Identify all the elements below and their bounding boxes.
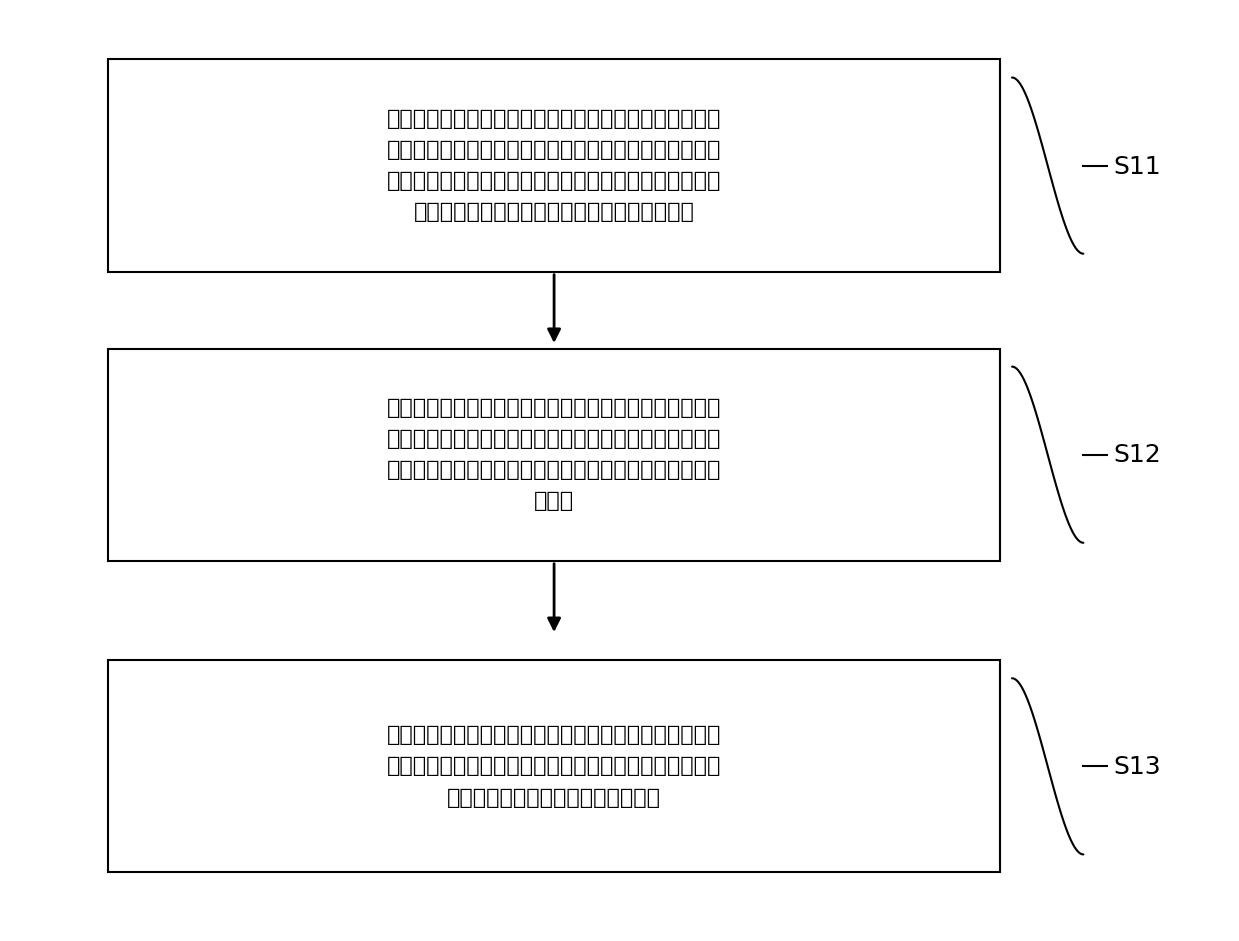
- Text: 配合设置在桥梁上的标定板对距离桥梁设定距离的第一摄
像机和第二摄像进行标定，根据标定信息获取所述第一摄
像机与第二摄像机之间的相对位姿关系，并确定标定板上
的中: 配合设置在桥梁上的标定板对距离桥梁设定距离的第一摄 像机和第二摄像进行标定，根据…: [387, 109, 721, 222]
- Text: S12: S12: [1113, 443, 1161, 467]
- Text: 根据所述标定信息计算所述第一摄像机坐标系与标定板坐
标系之间的坐标转换关系，并将所述中心点在所述第一摄
像机坐标系下的三维坐标转换到标定板坐标系下的实时三
维坐: 根据所述标定信息计算所述第一摄像机坐标系与标定板坐 标系之间的坐标转换关系，并将…: [387, 398, 721, 512]
- Text: 根据当前时刻所述中心点在标定板坐标系下的三维坐标和
初始时刻所述中心点在标定板坐标系下的三维坐标确定桥
梁的位移信息，生成位移曲线并显示: 根据当前时刻所述中心点在标定板坐标系下的三维坐标和 初始时刻所述中心点在标定板坐…: [387, 726, 721, 807]
- FancyBboxPatch shape: [108, 59, 1000, 272]
- Text: S11: S11: [1113, 155, 1161, 179]
- Text: S13: S13: [1113, 755, 1161, 779]
- FancyBboxPatch shape: [108, 661, 1000, 872]
- FancyBboxPatch shape: [108, 348, 1000, 561]
